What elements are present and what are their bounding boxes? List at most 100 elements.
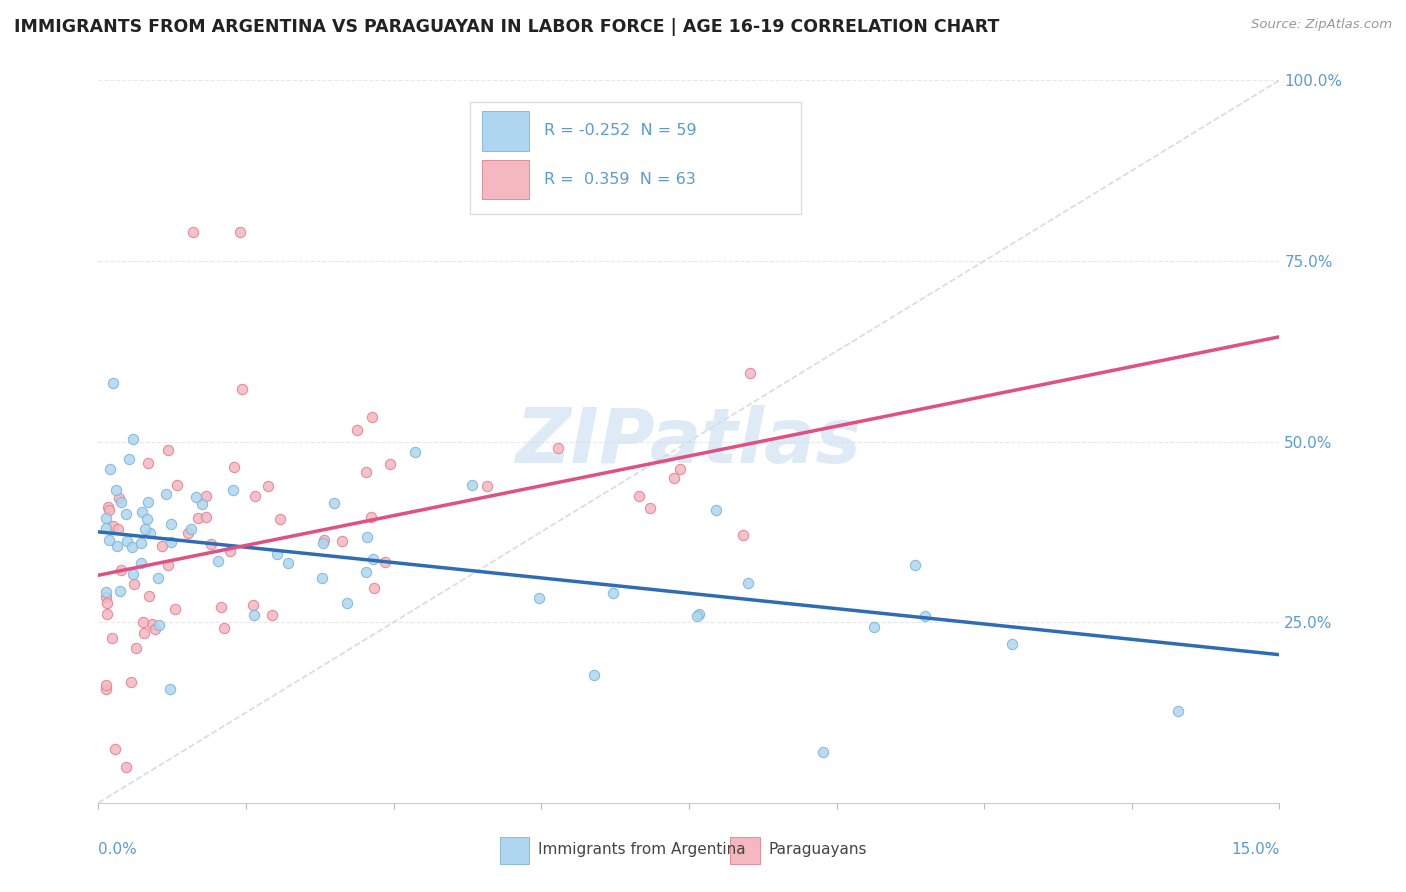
Point (582, 667, 605, 681)
Point (107, 522, 129, 536)
Point (104, 483, 127, 497)
Point (134, 522, 156, 536)
FancyBboxPatch shape (482, 112, 530, 151)
Point (96, 678, 118, 692)
Text: R =  0.359  N = 63: R = 0.359 N = 63 (544, 172, 696, 187)
Point (704, 503, 727, 517)
Point (166, 478, 188, 492)
FancyBboxPatch shape (471, 102, 801, 214)
Point (374, 555, 396, 569)
Point (242, 598, 264, 612)
Point (125, 641, 148, 656)
Point (159, 681, 181, 696)
Point (117, 534, 139, 549)
Point (260, 608, 283, 623)
Point (1001, 637, 1024, 651)
Point (156, 442, 179, 457)
Point (1167, 704, 1189, 718)
Text: R = -0.252  N = 59: R = -0.252 N = 59 (544, 123, 696, 138)
Point (668, 462, 690, 476)
Point (110, 494, 132, 508)
Point (688, 607, 710, 621)
Point (191, 497, 214, 511)
Point (356, 530, 378, 544)
Point (256, 479, 278, 493)
Point (662, 471, 685, 485)
Point (108, 583, 131, 598)
Point (181, 225, 204, 239)
Point (361, 551, 384, 566)
Point (156, 558, 179, 572)
Point (96, 681, 118, 696)
Point (312, 536, 335, 550)
Text: Source: ZipAtlas.com: Source: ZipAtlas.com (1251, 18, 1392, 31)
Point (160, 517, 183, 532)
Point (638, 500, 661, 515)
Point (122, 567, 145, 582)
Point (863, 620, 886, 634)
Point (122, 577, 145, 591)
Point (477, 479, 499, 493)
Point (136, 456, 159, 470)
Point (904, 558, 927, 572)
Point (212, 621, 235, 635)
Point (131, 505, 153, 519)
Point (195, 510, 218, 524)
Point (120, 675, 142, 690)
Point (404, 444, 426, 458)
Point (224, 459, 246, 474)
Point (209, 600, 232, 615)
Point (105, 539, 128, 553)
Point (731, 528, 754, 542)
Point (141, 617, 163, 632)
Point (180, 522, 202, 536)
Point (103, 742, 125, 756)
Point (121, 541, 143, 555)
Point (96, 510, 118, 524)
Point (354, 566, 377, 580)
Point (378, 457, 401, 471)
Point (139, 525, 162, 540)
Point (330, 534, 353, 549)
Point (354, 465, 377, 479)
Point (737, 575, 759, 590)
Point (231, 382, 253, 396)
Point (194, 489, 217, 503)
Point (150, 539, 173, 553)
Point (361, 409, 384, 424)
Point (277, 557, 299, 571)
Point (496, 131, 519, 145)
Text: Paraguayans: Paraguayans (768, 842, 866, 857)
Point (98, 533, 121, 548)
Point (160, 534, 183, 549)
FancyBboxPatch shape (482, 160, 530, 200)
Point (136, 512, 159, 526)
Point (738, 366, 761, 380)
Point (146, 570, 169, 584)
Point (245, 489, 267, 503)
Point (136, 494, 159, 508)
Point (101, 519, 124, 533)
Point (346, 423, 368, 437)
Point (96, 607, 118, 621)
Text: ZIPatlas: ZIPatlas (516, 405, 862, 478)
Point (311, 571, 333, 585)
Point (336, 596, 359, 610)
Point (96, 584, 118, 599)
Point (266, 547, 288, 561)
Point (96, 590, 118, 604)
Point (132, 625, 155, 640)
Text: Immigrants from Argentina: Immigrants from Argentina (537, 842, 745, 857)
Text: 0.0%: 0.0% (98, 842, 138, 856)
Point (811, 745, 834, 759)
Point (155, 486, 177, 500)
FancyBboxPatch shape (501, 837, 530, 864)
Point (143, 622, 166, 636)
Point (914, 609, 936, 624)
Text: IMMIGRANTS FROM ARGENTINA VS PARAGUAYAN IN LABOR FORCE | AGE 16-19 CORRELATION C: IMMIGRANTS FROM ARGENTINA VS PARAGUAYAN … (14, 18, 1000, 36)
Point (148, 618, 170, 632)
Point (602, 586, 624, 600)
Point (547, 441, 569, 455)
Point (121, 432, 143, 446)
Point (229, 225, 252, 239)
